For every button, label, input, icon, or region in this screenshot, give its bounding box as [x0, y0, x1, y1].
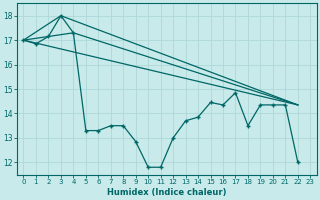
X-axis label: Humidex (Indice chaleur): Humidex (Indice chaleur) [107, 188, 227, 197]
